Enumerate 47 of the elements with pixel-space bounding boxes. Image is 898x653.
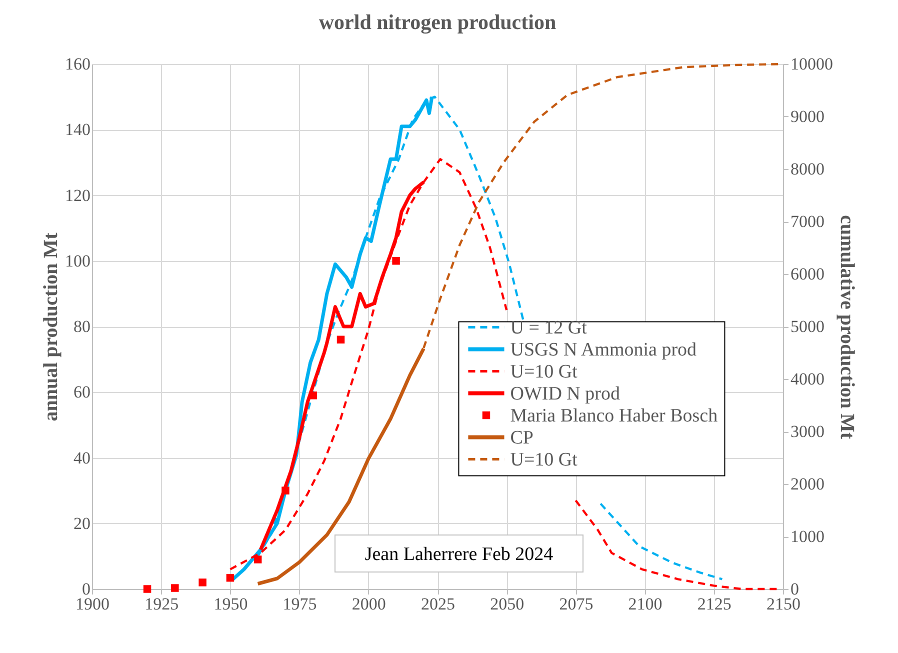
legend-label: Maria Blanco Haber Bosch — [510, 405, 718, 426]
point — [392, 257, 400, 265]
y-tick-label: 160 — [65, 54, 90, 74]
y-tick-label: 60 — [74, 382, 90, 402]
y-tick-label: 40 — [74, 448, 90, 468]
chart-title: world nitrogen production — [318, 10, 556, 34]
y2-tick-label: 10000 — [790, 54, 833, 74]
y-axis-title: annual production Mt — [40, 232, 62, 422]
point — [282, 486, 290, 494]
x-tick-label: 1975 — [282, 594, 317, 614]
x-tick-label: 1950 — [214, 594, 248, 614]
legend-label: U=10 Gt — [510, 361, 578, 382]
point — [143, 585, 152, 593]
y-tick-label: 100 — [65, 251, 90, 270]
legend-label: U = 12 Gt — [510, 317, 588, 338]
y2-tick-label: 9000 — [790, 107, 824, 126]
y-tick-label: 20 — [74, 514, 90, 533]
x-tick-label: 2050 — [490, 594, 524, 614]
point — [171, 584, 179, 592]
y-tick-label: 80 — [74, 317, 90, 336]
legend-label: OWID N prod — [510, 383, 620, 404]
legend-label: USGS N Ammonia prod — [510, 339, 698, 360]
x-tick-label: 2100 — [628, 594, 662, 614]
y2-axis-title: cumulative production Mt — [836, 214, 858, 440]
y-tick-label: 140 — [65, 120, 90, 140]
legend-label: CP — [510, 427, 534, 448]
x-tick-label: 2125 — [697, 594, 732, 614]
annotation: Jean Laherrere Feb 2024 — [364, 544, 554, 565]
point — [226, 574, 234, 582]
y2-tick-label: 1000 — [790, 527, 824, 546]
y2-tick-label: 6000 — [790, 264, 824, 284]
x-tick-label: 2025 — [421, 594, 455, 614]
y2-tick-label: 7000 — [790, 212, 824, 231]
point — [309, 392, 317, 400]
point — [336, 336, 345, 344]
legend-label: U=10 Gt — [510, 449, 578, 470]
y2-tick-label: 4000 — [790, 370, 824, 388]
y2-tick-label: 8000 — [790, 160, 824, 178]
x-tick-label: 1925 — [144, 594, 179, 614]
x-tick-label: 2000 — [352, 594, 386, 614]
point — [198, 578, 206, 586]
y-tick-label: 120 — [65, 186, 90, 205]
y2-tick-label: 2000 — [790, 474, 824, 494]
y2-tick-label: 5000 — [790, 317, 824, 336]
x-tick-label: 2075 — [559, 594, 594, 614]
y2-tick-label: 3000 — [790, 422, 824, 441]
point — [254, 556, 262, 564]
